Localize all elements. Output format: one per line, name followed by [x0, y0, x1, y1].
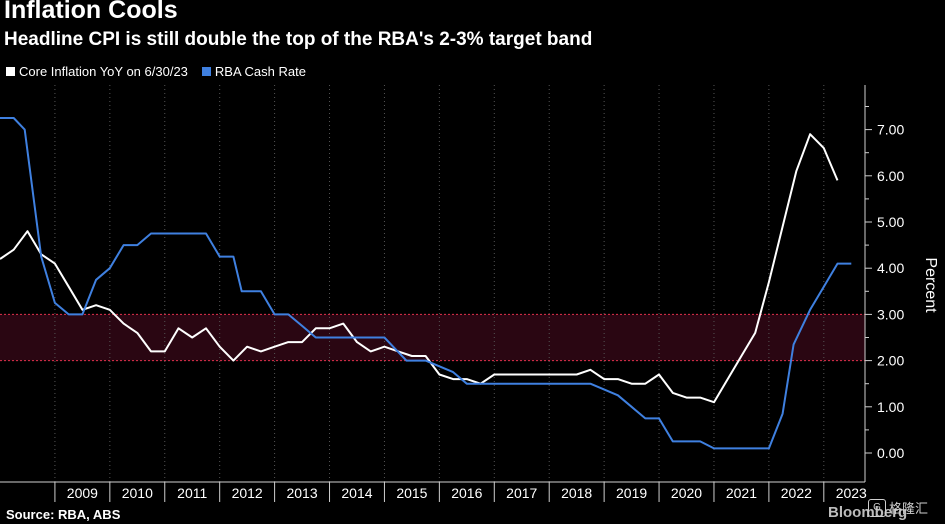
y-tick-label: 6.00 — [877, 168, 904, 184]
legend-swatch-rba-cash-rate — [201, 67, 211, 76]
chart-subtitle: Headline CPI is still double the top of … — [4, 29, 593, 50]
x-tick-label: 2016 — [451, 485, 482, 501]
legend: Core Inflation YoY on 6/30/23 RBA Cash R… — [6, 64, 306, 79]
series-line-rba-cash-rate — [0, 117, 852, 450]
target-band — [0, 314, 865, 361]
x-tick-label: 2023 — [836, 485, 867, 501]
legend-swatch-core-inflation — [6, 67, 15, 76]
x-tick-label: 2018 — [561, 485, 592, 501]
legend-label-core-inflation: Core Inflation YoY on 6/30/23 — [19, 64, 188, 79]
x-tick-label: 2011 — [177, 485, 207, 501]
source-note: Source: RBA, ABS — [6, 507, 121, 522]
x-tick-label: 2020 — [671, 485, 702, 501]
legend-item-core-inflation: Core Inflation YoY on 6/30/23 — [6, 64, 188, 79]
x-tick-label: 2013 — [286, 485, 317, 501]
x-tick-label: 2017 — [506, 485, 537, 501]
target-band-layer — [0, 313, 865, 362]
x-tick-label: 2019 — [616, 485, 647, 501]
axis-layer: 0.00 1.00 2.00 3.00 4.00 5.00 6.00 7.00 2009 2010… — [0, 85, 904, 502]
y-tick-label: 3.00 — [877, 306, 904, 322]
watermark-text: 格隆汇 — [889, 501, 929, 516]
y-tick-label: 0.00 — [877, 445, 904, 461]
legend-label-rba-cash-rate: RBA Cash Rate — [214, 64, 306, 79]
legend-item-rba-cash-rate: RBA Cash Rate — [201, 64, 306, 79]
x-tick-label: 2009 — [67, 485, 98, 501]
chart-title: Inflation Cools — [4, 0, 178, 24]
y-tick-label: 7.00 — [877, 122, 904, 138]
bloomberg-logo: Bloomberg — [828, 504, 908, 521]
x-tick-label: 2014 — [341, 485, 372, 501]
x-tick-label: 2015 — [396, 485, 427, 501]
x-tick-label: 2021 — [726, 485, 757, 501]
y-tick-label: 1.00 — [877, 399, 904, 415]
grid-layer — [54, 85, 825, 482]
series-line-core-inflation — [0, 133, 839, 404]
y-tick-label: 5.00 — [877, 214, 904, 230]
watermark: G 格隆汇 — [868, 498, 928, 517]
x-tick-label: 2012 — [232, 485, 263, 501]
watermark-logo-icon: G — [868, 498, 886, 517]
y-tick-label: 2.00 — [877, 353, 904, 369]
y-axis-label: Percent — [922, 257, 939, 313]
x-tick-label: 2022 — [781, 485, 812, 501]
series-layer — [0, 117, 852, 450]
y-tick-label: 4.00 — [877, 260, 904, 276]
x-tick-label: 2010 — [122, 485, 153, 501]
